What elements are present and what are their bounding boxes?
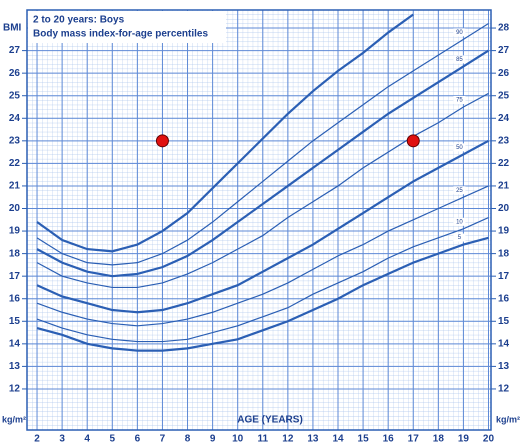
x-tick-label: 14: [332, 434, 344, 445]
plot-border: [26, 9, 492, 431]
data-point: [155, 134, 169, 148]
percentile-curve: [36, 49, 490, 278]
y-tick-label: 23: [498, 135, 510, 146]
y-tick-label: 15: [498, 316, 510, 327]
percentile-label: 50: [456, 145, 463, 151]
x-tick-label: 11: [257, 434, 268, 445]
y-tick-label: 12: [9, 384, 21, 395]
label-bg: [453, 95, 466, 104]
y-tick-label: 27: [498, 45, 510, 56]
y-tick-label: 17: [498, 271, 510, 282]
y-tick-label: 13: [498, 361, 510, 372]
percentile-label: 90: [456, 30, 463, 36]
y-tick-label: 26: [9, 68, 21, 79]
chart-subtitle: Body mass index-for-age percentiles: [33, 29, 208, 40]
percentile-curve: [36, 139, 490, 314]
y-tick-label: 16: [498, 293, 510, 304]
percentile-label: 25: [456, 188, 463, 194]
x-tick-label: 10: [232, 434, 244, 445]
percentile-curve: [36, 23, 489, 266]
y-tick-label: 14: [498, 338, 510, 349]
x-tick-label: 5: [109, 434, 115, 445]
percentile-curve: [36, 185, 489, 327]
y-tick-label: 27: [9, 45, 21, 56]
x-tick-label: 6: [135, 434, 141, 445]
percentile-label: 75: [456, 98, 463, 104]
x-tick-label: 4: [84, 434, 90, 445]
y-tick-label: 28: [498, 23, 510, 34]
label-bg: [453, 186, 466, 195]
y-tick-label: 21: [498, 181, 510, 192]
x-tick-label: 20: [483, 434, 495, 445]
data-point: [406, 134, 420, 148]
x-tick-label: 16: [383, 434, 395, 445]
y-tick-label: 20: [9, 203, 21, 214]
x-tick-label: 18: [433, 434, 445, 445]
x-tick-label: 3: [59, 434, 65, 445]
y-axis-label: BMI: [3, 23, 22, 34]
percentile-curve: [36, 236, 489, 352]
label-bg: [453, 143, 466, 152]
title-box: [28, 11, 226, 43]
y-tick-label: 15: [9, 316, 21, 327]
y-tick-label: 21: [9, 181, 21, 192]
percentile-curve: [36, 13, 414, 253]
label-bg: [453, 55, 466, 64]
percentile-label: 10: [456, 219, 463, 225]
y-tick-label: 22: [498, 158, 510, 169]
y-tick-label: 24: [498, 113, 510, 124]
y-tick-label: 18: [9, 248, 21, 259]
x-tick-label: 13: [307, 434, 319, 445]
percentile-label: 5: [458, 235, 462, 241]
x-tick-label: 9: [210, 434, 216, 445]
unit-label: kg/m²: [2, 414, 26, 424]
y-tick-label: 22: [9, 158, 21, 169]
label-bg: [453, 28, 466, 37]
y-tick-label: 17: [9, 271, 21, 282]
unit-label: kg/m²: [496, 414, 520, 424]
y-tick-label: 19: [498, 226, 510, 237]
y-tick-label: 18: [498, 248, 510, 259]
x-tick-label: 12: [282, 434, 294, 445]
percentile-curve: [36, 216, 489, 343]
y-tick-label: 12: [498, 384, 510, 395]
x-tick-label: 7: [160, 434, 166, 445]
y-tick-label: 14: [9, 338, 21, 349]
y-tick-label: 25: [498, 90, 510, 101]
x-tick-label: 15: [358, 434, 370, 445]
x-tick-label: 19: [458, 434, 470, 445]
y-tick-label: 13: [9, 361, 21, 372]
label-bg: [453, 233, 466, 242]
x-tick-label: 2: [34, 434, 40, 445]
x-axis-label: AGE (YEARS): [237, 415, 303, 426]
x-tick-label: 8: [185, 434, 191, 445]
y-tick-label: 26: [498, 68, 510, 79]
x-tick-label: 17: [408, 434, 420, 445]
percentile-label: 85: [456, 57, 463, 63]
y-tick-label: 20: [498, 203, 510, 214]
y-tick-label: 24: [9, 113, 21, 124]
y-tick-label: 25: [9, 90, 21, 101]
y-tick-label: 23: [9, 135, 21, 146]
y-tick-label: 19: [9, 226, 21, 237]
y-tick-label: 16: [9, 293, 21, 304]
label-bg: [453, 217, 466, 226]
chart-title: 2 to 20 years: Boys: [33, 15, 125, 26]
